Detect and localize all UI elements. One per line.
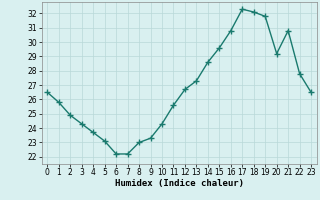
X-axis label: Humidex (Indice chaleur): Humidex (Indice chaleur): [115, 179, 244, 188]
